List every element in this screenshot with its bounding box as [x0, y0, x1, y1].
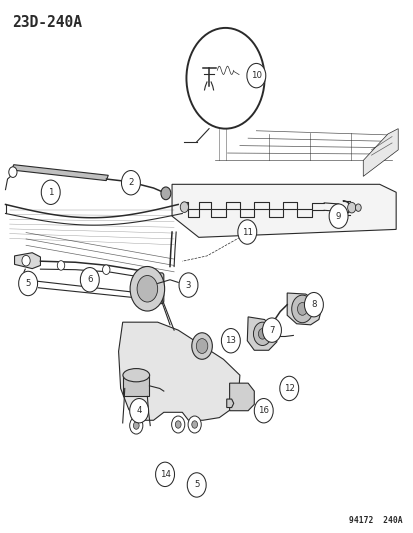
Polygon shape: [14, 253, 40, 269]
Text: 12: 12: [283, 384, 294, 393]
Polygon shape: [362, 128, 397, 176]
Circle shape: [355, 204, 360, 212]
Circle shape: [196, 338, 207, 353]
Text: 2: 2: [128, 178, 133, 187]
Polygon shape: [12, 165, 108, 181]
Circle shape: [191, 333, 212, 359]
Circle shape: [130, 266, 164, 311]
Text: 3: 3: [185, 280, 191, 289]
Text: 4: 4: [136, 406, 142, 415]
Text: 94172  240A: 94172 240A: [348, 516, 401, 525]
Circle shape: [221, 328, 240, 353]
Circle shape: [171, 416, 184, 433]
Circle shape: [328, 204, 347, 228]
Circle shape: [19, 271, 38, 296]
Polygon shape: [287, 293, 320, 325]
Circle shape: [129, 417, 142, 434]
Circle shape: [161, 187, 171, 200]
Text: 5: 5: [194, 480, 199, 489]
Polygon shape: [122, 375, 149, 397]
Circle shape: [187, 473, 206, 497]
Circle shape: [262, 318, 281, 342]
Text: 10: 10: [250, 71, 261, 80]
Text: 11: 11: [241, 228, 252, 237]
Circle shape: [253, 322, 271, 345]
Text: 8: 8: [311, 300, 316, 309]
Text: 6: 6: [87, 275, 93, 284]
Ellipse shape: [123, 368, 149, 382]
Circle shape: [129, 399, 148, 423]
Circle shape: [178, 273, 197, 297]
Circle shape: [9, 167, 17, 177]
Circle shape: [175, 421, 180, 428]
Circle shape: [237, 220, 256, 244]
Circle shape: [22, 255, 30, 266]
Polygon shape: [229, 383, 254, 411]
Text: 14: 14: [159, 470, 170, 479]
FancyBboxPatch shape: [135, 273, 164, 304]
Circle shape: [80, 268, 99, 292]
Circle shape: [258, 328, 266, 339]
Circle shape: [191, 421, 197, 428]
Circle shape: [246, 63, 265, 88]
Circle shape: [57, 261, 64, 270]
Circle shape: [186, 28, 264, 128]
Circle shape: [133, 422, 139, 429]
Circle shape: [121, 171, 140, 195]
Circle shape: [304, 293, 323, 317]
Polygon shape: [247, 317, 276, 350]
Text: 9: 9: [335, 212, 340, 221]
Circle shape: [254, 399, 273, 423]
Circle shape: [279, 376, 298, 401]
Text: 23D-240A: 23D-240A: [12, 14, 81, 30]
Circle shape: [137, 276, 157, 302]
Circle shape: [180, 202, 188, 213]
Circle shape: [291, 295, 312, 322]
Circle shape: [102, 265, 110, 274]
Circle shape: [297, 303, 306, 316]
Text: 7: 7: [268, 326, 274, 335]
Circle shape: [347, 203, 355, 213]
Polygon shape: [118, 322, 239, 420]
Text: 5: 5: [25, 279, 31, 288]
Text: 13: 13: [225, 336, 236, 345]
Text: 1: 1: [48, 188, 53, 197]
Circle shape: [41, 180, 60, 205]
Circle shape: [188, 416, 201, 433]
Text: 16: 16: [258, 406, 268, 415]
Polygon shape: [172, 184, 395, 237]
Polygon shape: [226, 399, 233, 408]
Circle shape: [155, 462, 174, 487]
